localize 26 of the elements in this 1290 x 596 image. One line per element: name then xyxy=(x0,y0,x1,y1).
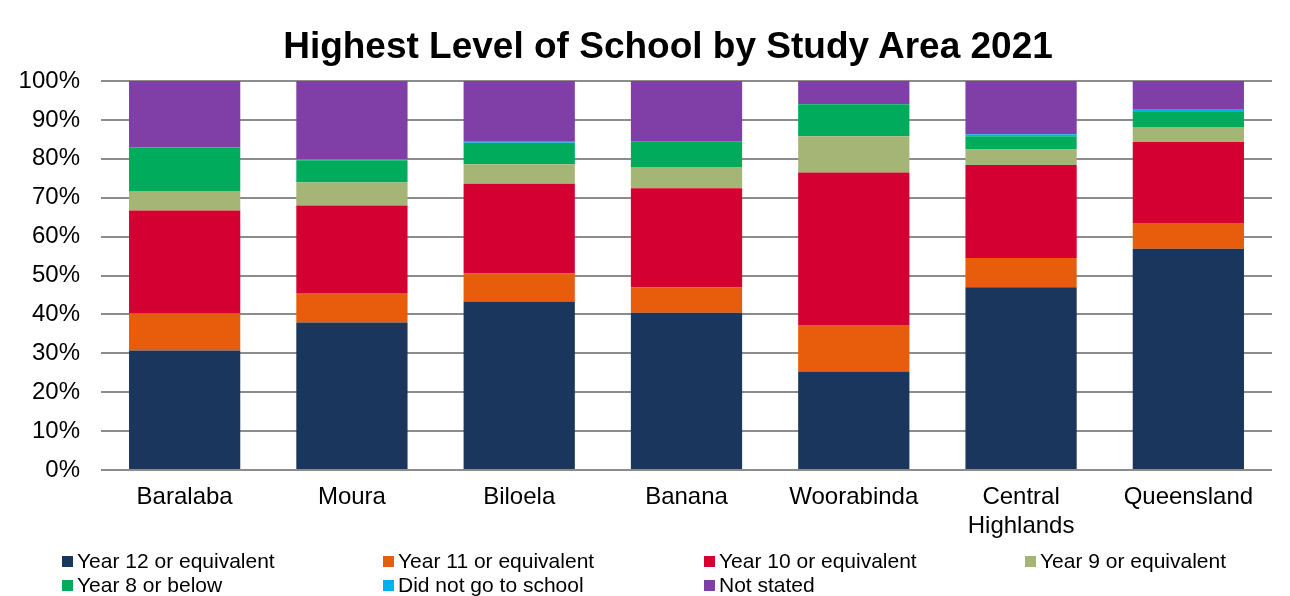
legend-label: Year 10 or equivalent xyxy=(719,549,917,573)
y-tick-label: 70% xyxy=(31,182,80,210)
legend-label: Year 11 or equivalent xyxy=(398,549,595,573)
x-tick-label: Queensland xyxy=(1123,482,1254,510)
x-tick-label: Banana xyxy=(645,482,729,510)
chart-title: Highest Level of School by Study Area 2021 xyxy=(283,25,1053,66)
x-tick-label: Woorabinda xyxy=(789,482,919,510)
y-tick-label: 0% xyxy=(45,454,80,482)
x-tick-label: Biloela xyxy=(483,482,556,510)
y-tick-label: 10% xyxy=(31,415,80,443)
y-tick-label: 50% xyxy=(31,260,80,288)
legend-label: Not stated xyxy=(719,573,815,596)
y-tick-label: 30% xyxy=(31,337,80,365)
y-tick-label: 20% xyxy=(31,376,80,404)
legend-label: Year 8 or below xyxy=(77,573,223,596)
legend-label: Year 12 or equivalent xyxy=(77,549,275,573)
legend-label: Did not go to school xyxy=(398,573,584,596)
x-tick-label: Central Highlands xyxy=(967,482,1075,538)
y-tick-label: 40% xyxy=(31,299,80,327)
y-tick-label: 60% xyxy=(31,221,80,249)
y-tick-label: 90% xyxy=(31,104,80,132)
legend-label: Year 9 or equivalent xyxy=(1040,549,1227,573)
x-tick-label: Baralaba xyxy=(136,482,234,510)
y-tick-label: 80% xyxy=(31,143,80,171)
x-tick-label: Moura xyxy=(317,482,387,510)
y-tick-label: 100% xyxy=(18,65,80,93)
